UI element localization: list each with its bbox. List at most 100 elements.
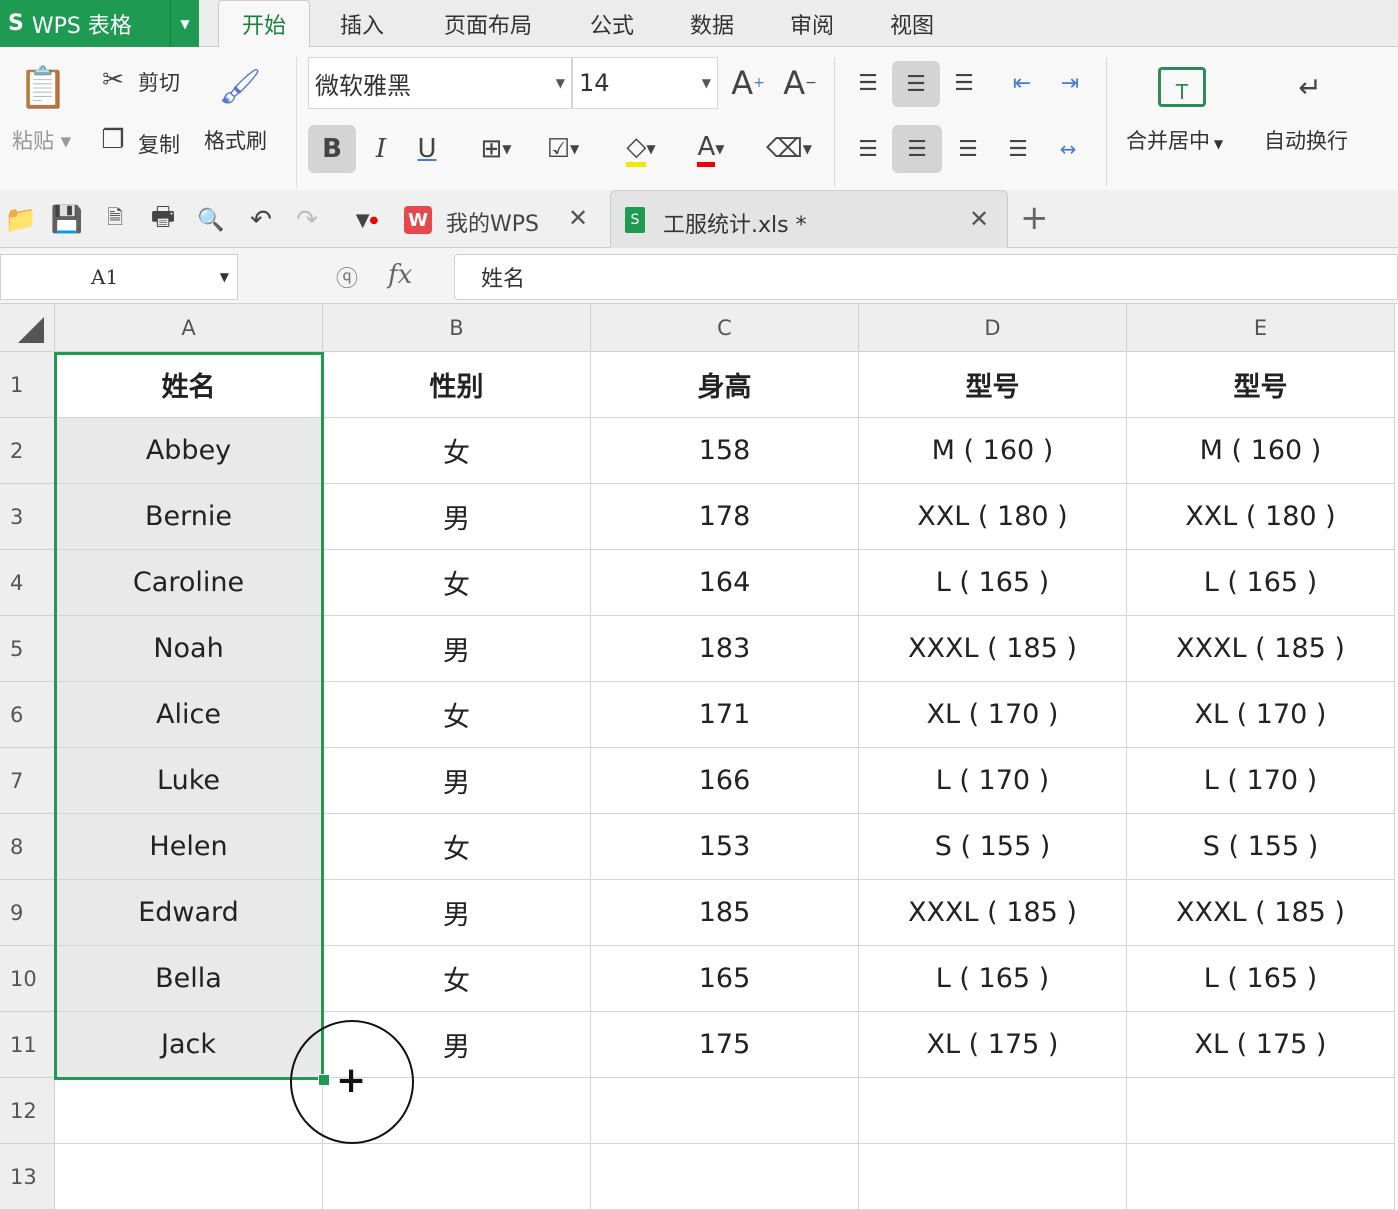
cell-C4[interactable]: 164 [591,550,859,616]
cell-D10[interactable]: L ( 165 ) [859,946,1127,1012]
row-header[interactable]: 8 [0,814,55,880]
cell-B10[interactable]: 女 [323,946,591,1012]
italic-button[interactable]: I [375,134,387,164]
clear-format-icon[interactable]: ⌫ ▼ [766,134,812,164]
new-tab-button[interactable]: + [1020,198,1049,238]
cell-A10[interactable]: Bella [55,946,323,1012]
font-size-select[interactable]: 14 ▼ [572,57,718,109]
cell-B9[interactable]: 男 [323,880,591,946]
bold-button[interactable]: B [308,125,356,173]
cell-A11[interactable]: Jack [55,1012,323,1078]
cell-D9[interactable]: XXXL ( 185 ) [859,880,1127,946]
row-header[interactable]: 7 [0,748,55,814]
cell-D3[interactable]: XXL ( 180 ) [859,484,1127,550]
tab-home[interactable]: 开始 [218,0,310,47]
cell-A2[interactable]: Abbey [55,418,323,484]
align-left-icon[interactable]: ☰ [858,136,878,162]
cell-D13[interactable] [859,1144,1127,1210]
tab-insert[interactable]: 插入 [339,13,384,39]
cell-D1[interactable]: 型号 [859,352,1127,418]
cell-B8[interactable]: 女 [323,814,591,880]
font-name-select[interactable]: 微软雅黑 ▼ [308,57,572,109]
cell-E1[interactable]: 型号 [1127,352,1395,418]
tab-my-wps[interactable]: 我的WPS [446,212,539,237]
cell-E9[interactable]: XXXL ( 185 ) [1127,880,1395,946]
row-header[interactable]: 11 [0,1012,55,1078]
align-top-icon[interactable]: ☰ [858,70,878,96]
align-right-icon[interactable]: ☰ [958,136,978,162]
column-header-d[interactable]: D [859,304,1127,352]
row-header[interactable]: 4 [0,550,55,616]
cell-A3[interactable]: Bernie [55,484,323,550]
distributed-align-icon[interactable]: ↔ [1059,137,1077,161]
undo-icon[interactable]: ↶ [250,205,272,235]
cell-E10[interactable]: L ( 165 ) [1127,946,1395,1012]
align-center-icon[interactable]: ☰ [892,125,942,173]
align-bottom-icon[interactable]: ☰ [954,70,974,96]
cell-A4[interactable]: Caroline [55,550,323,616]
underline-button[interactable]: U [417,134,437,164]
tab-page-layout[interactable]: 页面布局 [443,13,532,39]
cell-C2[interactable]: 158 [591,418,859,484]
insert-function-icon[interactable]: fx [388,260,413,290]
column-header-b[interactable]: B [323,304,591,352]
cell-A6[interactable]: Alice [55,682,323,748]
export-pdf-icon[interactable]: 🗎 [106,205,124,229]
cell-D4[interactable]: L ( 165 ) [859,550,1127,616]
cell-A8[interactable]: Helen [55,814,323,880]
open-folder-icon[interactable]: 📁 [4,205,38,235]
cell-A1[interactable]: 姓名 [55,352,323,418]
wps-logo-button[interactable]: S WPS 表格 [0,0,170,47]
row-header[interactable]: 13 [0,1144,55,1210]
justify-icon[interactable]: ☰ [1008,136,1028,162]
print-preview-icon[interactable]: 🔍 [197,207,225,233]
cell-A12[interactable] [55,1078,323,1144]
cell-D11[interactable]: XL ( 175 ) [859,1012,1127,1078]
column-header-c[interactable]: C [591,304,859,352]
cell-B3[interactable]: 男 [323,484,591,550]
close-tab-icon[interactable]: ✕ [568,204,589,232]
tab-active-document[interactable]: S 工服统计.xls * ✕ [610,190,1008,248]
cell-B13[interactable] [323,1144,591,1210]
cell-E2[interactable]: M ( 160 ) [1127,418,1395,484]
app-menu-dropdown[interactable]: ▼ [170,0,199,47]
tab-data[interactable]: 数据 [689,13,734,39]
cell-B7[interactable]: 男 [323,748,591,814]
customize-toolbar-icon[interactable]: ▼ ● [355,209,379,231]
cell-C3[interactable]: 178 [591,484,859,550]
zoom-lookup-icon[interactable]: ⓠ [335,267,358,292]
cell-E5[interactable]: XXXL ( 185 ) [1127,616,1395,682]
select-all-corner[interactable] [0,304,55,352]
row-header[interactable]: 6 [0,682,55,748]
format-painter-button[interactable]: 格式刷 [204,129,267,153]
paste-icon[interactable]: 📋 [18,64,68,111]
decrease-indent-icon[interactable]: ⇤ [1012,70,1032,96]
cell-A13[interactable] [55,1144,323,1210]
cell-E12[interactable] [1127,1078,1395,1144]
name-box[interactable]: A1 ▼ [0,254,238,300]
cell-C12[interactable] [591,1078,859,1144]
row-header[interactable]: 12 [0,1078,55,1144]
cell-C6[interactable]: 171 [591,682,859,748]
cell-B12[interactable] [323,1078,591,1144]
paste-button[interactable]: 粘贴 ▾ [12,129,72,153]
tab-formulas[interactable]: 公式 [589,13,634,39]
cell-E13[interactable] [1127,1144,1395,1210]
cell-C1[interactable]: 身高 [591,352,859,418]
cell-D6[interactable]: XL ( 170 ) [859,682,1127,748]
column-header-e[interactable]: E [1127,304,1395,352]
cell-E11[interactable]: XL ( 175 ) [1127,1012,1395,1078]
row-header[interactable]: 1 [0,352,55,418]
cell-D5[interactable]: XXXL ( 185 ) [859,616,1127,682]
decrease-font-icon[interactable]: A − [783,64,817,102]
tab-view[interactable]: 视图 [889,13,934,39]
tab-review[interactable]: 审阅 [789,13,834,39]
redo-icon[interactable]: ↷ [296,205,318,235]
cell-E6[interactable]: XL ( 170 ) [1127,682,1395,748]
cell-E3[interactable]: XXL ( 180 ) [1127,484,1395,550]
cell-A5[interactable]: Noah [55,616,323,682]
row-header[interactable]: 3 [0,484,55,550]
cell-B2[interactable]: 女 [323,418,591,484]
cell-E4[interactable]: L ( 165 ) [1127,550,1395,616]
cell-C9[interactable]: 185 [591,880,859,946]
